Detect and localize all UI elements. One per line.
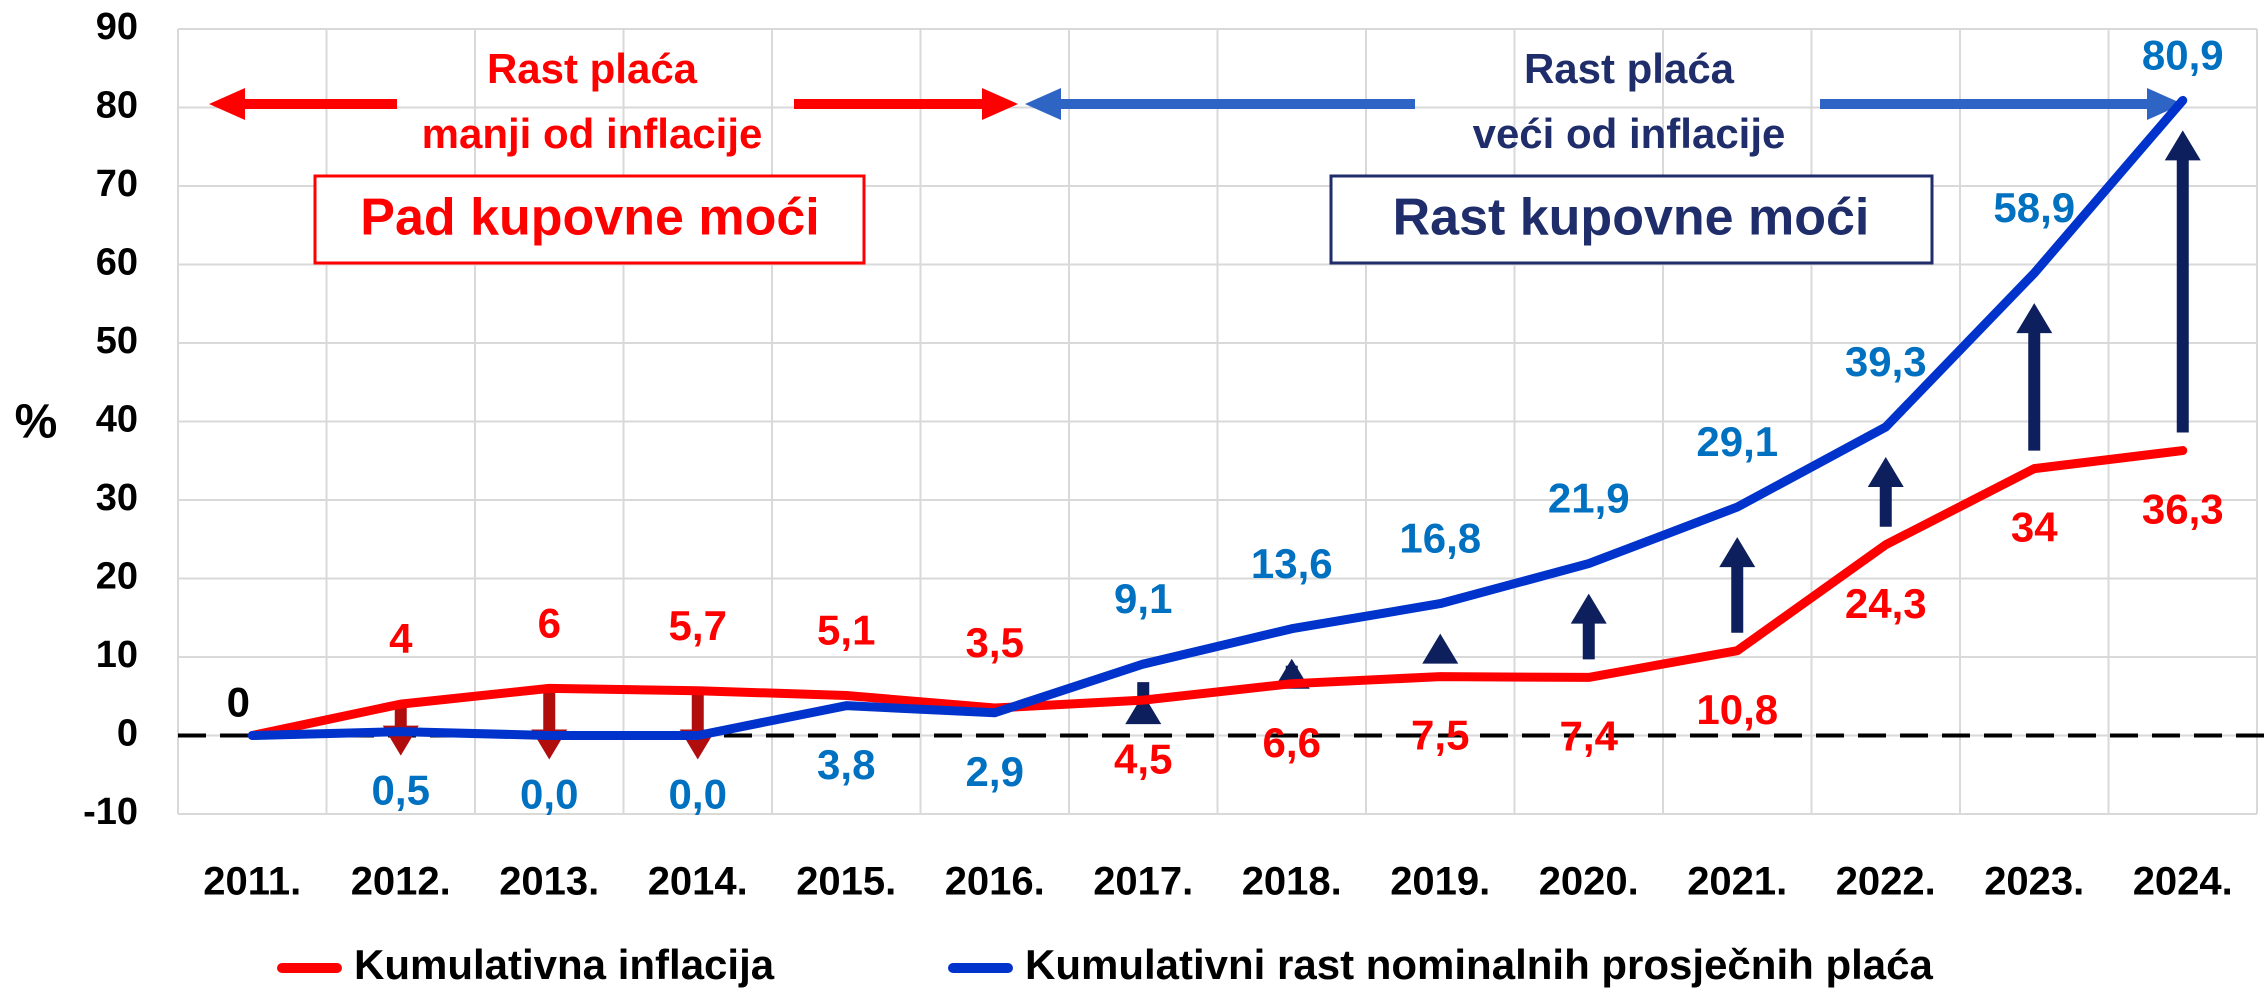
difference-arrow-head: [2164, 130, 2201, 161]
series-line: [247, 446, 2188, 740]
data-label: 0,5: [372, 767, 430, 814]
y-tick-label: 80: [96, 85, 138, 127]
data-label: 9,1: [1114, 575, 1172, 622]
y-tick-label: 0: [117, 713, 138, 755]
data-label: 4: [389, 615, 413, 662]
x-tick-label: 2011.: [203, 860, 301, 904]
data-label: 7,4: [1560, 713, 1619, 760]
annotation: Rast plaća: [1524, 45, 1735, 92]
annotation: manji od inflacije: [422, 110, 763, 157]
legend-label: Kumulativni rast nominalnih prosječnih p…: [1025, 941, 1933, 988]
y-tick-label: -10: [83, 791, 138, 833]
data-label: 0,0: [669, 771, 727, 818]
series-line: [247, 95, 2188, 740]
data-label: 10,8: [1696, 686, 1778, 733]
y-tick-label: 40: [96, 399, 138, 441]
arrow-head: [2147, 88, 2183, 120]
annotation: veći od inflacije: [1473, 110, 1786, 157]
y-tick-label: 50: [96, 320, 138, 362]
data-label: 2,9: [966, 748, 1024, 795]
y-tick-label: 20: [96, 556, 138, 598]
difference-arrow-head: [1422, 633, 1459, 664]
data-label: 6,6: [1263, 719, 1321, 766]
x-tick-label: 2013.: [499, 860, 599, 904]
y-axis-label: %: [15, 396, 58, 449]
data-label: 36,3: [2142, 486, 2224, 533]
legend-label: Kumulativna inflacija: [354, 941, 775, 988]
data-label: 80,9: [2142, 32, 2224, 79]
data-label: 4,5: [1114, 735, 1172, 782]
data-label: 5,1: [817, 607, 875, 654]
y-tick-label: 30: [96, 477, 138, 519]
data-label: 24,3: [1845, 580, 1927, 627]
data-label: 39,3: [1845, 338, 1927, 385]
x-tick-label: 2018.: [1242, 860, 1342, 904]
difference-arrow-head: [1867, 456, 1904, 487]
arrow-head: [1025, 88, 1061, 120]
x-tick-label: 2020.: [1539, 860, 1639, 904]
data-label: 7,5: [1411, 712, 1469, 759]
data-label: 29,1: [1696, 418, 1778, 465]
annotation: Rast kupovne moći: [1393, 189, 1870, 247]
x-tick-label: 2023.: [1984, 860, 2084, 904]
data-label: 3,8: [817, 741, 875, 788]
data-label: 3,5: [966, 619, 1024, 666]
annotation-box: [313, 174, 866, 265]
data-label: 0,0: [520, 771, 578, 818]
annotation: Rast plaća: [487, 45, 698, 92]
x-tick-label: 2019.: [1390, 860, 1490, 904]
difference-arrow-head: [2016, 303, 2053, 334]
x-tick-label: 2024.: [2133, 860, 2233, 904]
data-label: 16,8: [1399, 515, 1481, 562]
data-label: 0: [227, 679, 250, 726]
x-tick-label: 2022.: [1836, 860, 1936, 904]
y-tick-label: 90: [96, 6, 138, 48]
data-label: 6: [538, 599, 561, 646]
y-tick-label: 70: [96, 163, 138, 205]
y-tick-label: 10: [96, 634, 138, 676]
x-tick-label: 2012.: [351, 860, 451, 904]
difference-arrow-head: [1719, 537, 1756, 568]
x-tick-label: 2017.: [1093, 860, 1193, 904]
difference-arrow-head: [1570, 593, 1607, 624]
annotation: Pad kupovne moći: [360, 189, 819, 247]
x-tick-label: 2016.: [945, 860, 1045, 904]
x-tick-label: 2015.: [796, 860, 896, 904]
arrow-head: [982, 88, 1018, 120]
data-label: 21,9: [1548, 475, 1630, 522]
annotation-box: [1329, 174, 1934, 265]
difference-arrow-head: [1125, 694, 1162, 725]
period-arrows: [209, 88, 2183, 120]
y-tick-label: 60: [96, 242, 138, 284]
data-label: 58,9: [1993, 184, 2075, 231]
x-tick-label: 2014.: [648, 860, 748, 904]
data-label: 5,7: [669, 602, 727, 649]
x-tick-label: 2021.: [1687, 860, 1787, 904]
data-label: 13,6: [1251, 540, 1333, 587]
arrow-head: [209, 88, 245, 120]
data-label: 34: [2011, 504, 2058, 551]
